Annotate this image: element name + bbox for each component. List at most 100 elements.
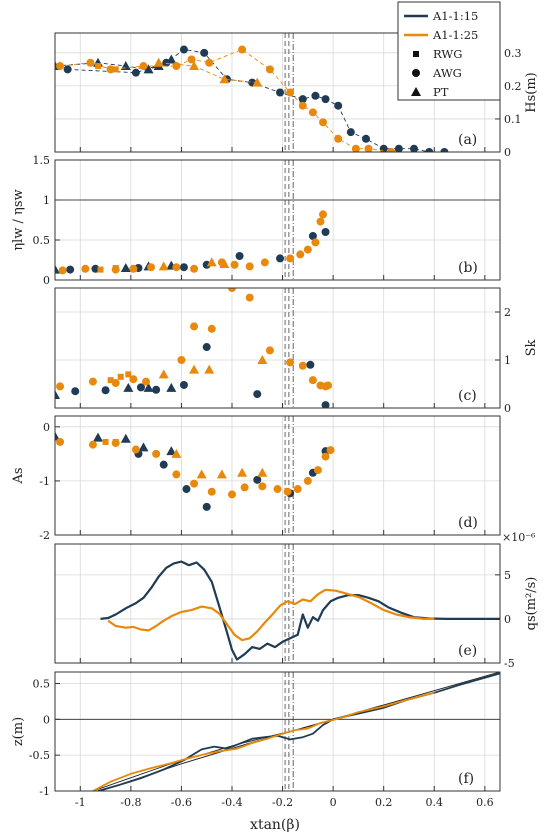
data-point bbox=[143, 64, 154, 74]
x-axis-label: xtan(β) bbox=[250, 817, 300, 833]
series-group bbox=[55, 210, 330, 275]
data-point bbox=[257, 355, 268, 364]
data-point bbox=[206, 257, 217, 267]
data-point bbox=[177, 356, 186, 364]
x-tick-label: -0.8 bbox=[120, 796, 141, 809]
data-point bbox=[111, 439, 120, 448]
y-axis-label: qs(m²/s) bbox=[524, 577, 539, 631]
series-connector-4 bbox=[158, 62, 258, 84]
legend-label: A1-1:15 bbox=[432, 9, 478, 23]
data-point bbox=[273, 485, 282, 494]
data-point bbox=[71, 387, 80, 396]
data-point bbox=[298, 361, 307, 370]
data-point bbox=[66, 265, 75, 274]
data-point bbox=[139, 62, 148, 71]
data-point bbox=[410, 144, 419, 152]
x-tick-label: -1 bbox=[75, 796, 86, 809]
data-point bbox=[86, 58, 95, 67]
data-point bbox=[265, 346, 274, 355]
data-point bbox=[202, 343, 211, 352]
y-tick-label: 0 bbox=[504, 146, 511, 159]
panel-frame bbox=[54, 415, 501, 536]
data-point bbox=[120, 263, 131, 272]
data-point bbox=[111, 265, 120, 274]
y-axis-label: ηlw / ηsw bbox=[11, 189, 26, 250]
legend-label: AWG bbox=[432, 66, 462, 80]
data-point bbox=[56, 437, 65, 446]
legend-label: PT bbox=[433, 85, 449, 99]
data-point bbox=[117, 373, 124, 380]
data-point bbox=[94, 63, 101, 70]
data-point bbox=[286, 88, 295, 97]
panels-layer: 0 0.1 0.2 0.3Hs(m) (a) 0 0.5 1 1.5 ηlw / ηsw (b) 0 1… bbox=[11, 32, 539, 798]
data-point bbox=[321, 95, 330, 104]
data-point bbox=[219, 74, 230, 84]
y-axis-label: z(m) bbox=[11, 717, 26, 746]
y-tick-label: -1 bbox=[39, 785, 50, 798]
panel-c: 0 1 2 Sk (c) bbox=[54, 287, 539, 415]
data-point bbox=[258, 482, 267, 491]
data-point bbox=[171, 448, 182, 458]
series-group bbox=[92, 672, 500, 791]
data-point bbox=[257, 467, 268, 477]
data-point bbox=[189, 61, 200, 71]
data-point bbox=[147, 263, 156, 272]
data-point bbox=[306, 360, 315, 369]
panel-frame bbox=[54, 543, 501, 664]
y-tick-label: 1 bbox=[504, 354, 511, 367]
data-point bbox=[172, 470, 181, 479]
panel-frame bbox=[54, 671, 501, 792]
series-line-0 bbox=[100, 560, 500, 661]
data-point bbox=[308, 232, 317, 240]
data-point bbox=[364, 144, 373, 152]
data-point bbox=[179, 380, 188, 389]
data-point bbox=[166, 446, 177, 456]
panel-b: 0 0.5 1 1.5 ηlw / ηsw (b) bbox=[11, 154, 501, 287]
panel-label: (b) bbox=[458, 260, 478, 276]
data-point bbox=[276, 254, 285, 263]
data-point bbox=[326, 446, 335, 455]
data-point bbox=[202, 502, 211, 511]
legend-label: RWG bbox=[433, 47, 462, 61]
data-point bbox=[298, 101, 307, 110]
panel-label: (a) bbox=[458, 132, 477, 148]
data-point bbox=[394, 144, 403, 152]
y-tick-label: 0 bbox=[504, 613, 511, 626]
data-point bbox=[196, 469, 207, 479]
data-point bbox=[158, 369, 169, 379]
data-point bbox=[387, 148, 396, 152]
data-point bbox=[101, 386, 110, 395]
panel-e: -5 0 5 qs(m²/s) ×10⁻⁶ (e) bbox=[54, 531, 539, 670]
x-axis-tick-labels: -1 -0.8 -0.6 -0.4 -0.2 0 0.2 0.4 0.6 bbox=[75, 796, 494, 809]
data-point bbox=[190, 264, 199, 273]
x-tick-label: 0.4 bbox=[426, 796, 444, 809]
y-tick-label: -2 bbox=[39, 529, 50, 542]
data-point bbox=[321, 401, 330, 408]
data-point bbox=[351, 144, 360, 152]
data-point bbox=[120, 61, 131, 71]
data-point bbox=[179, 263, 188, 272]
data-point bbox=[58, 266, 67, 275]
x-tick-label: 0.2 bbox=[375, 796, 393, 809]
y-axis-label: Hs(m) bbox=[524, 72, 539, 112]
data-point bbox=[123, 382, 134, 392]
data-point bbox=[162, 58, 171, 67]
data-point bbox=[276, 88, 285, 97]
data-point bbox=[308, 376, 317, 385]
data-point bbox=[207, 487, 216, 496]
data-point bbox=[253, 390, 262, 399]
data-point bbox=[286, 254, 295, 263]
data-point bbox=[129, 264, 138, 273]
y-tick-label: 1 bbox=[43, 194, 50, 207]
data-point bbox=[56, 382, 65, 391]
series-connector-3 bbox=[60, 48, 392, 152]
series-line-1 bbox=[107, 588, 435, 642]
data-point bbox=[91, 264, 100, 273]
series-group bbox=[55, 288, 333, 408]
data-point bbox=[303, 476, 312, 485]
data-point bbox=[111, 379, 120, 388]
panel-label: (c) bbox=[458, 388, 477, 404]
legend-square-swatch bbox=[413, 51, 419, 57]
data-point bbox=[56, 62, 65, 71]
